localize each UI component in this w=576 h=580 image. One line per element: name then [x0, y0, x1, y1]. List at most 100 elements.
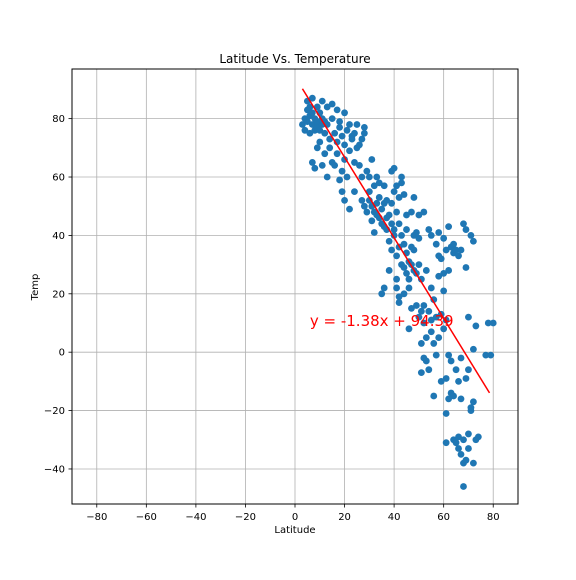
data-point	[346, 206, 353, 213]
data-point	[487, 352, 494, 359]
data-point	[470, 460, 477, 467]
data-point	[341, 142, 348, 149]
data-point	[465, 366, 472, 373]
data-point	[406, 276, 413, 283]
data-point	[443, 410, 450, 417]
data-point	[376, 194, 383, 201]
data-point	[430, 393, 437, 400]
data-point	[393, 276, 400, 283]
data-point	[373, 174, 380, 181]
data-point	[425, 226, 432, 233]
data-point	[341, 109, 348, 116]
data-point	[463, 457, 470, 464]
data-point	[388, 247, 395, 254]
y-tick-label: 60	[52, 173, 65, 184]
data-point	[366, 174, 373, 181]
data-point	[381, 285, 388, 292]
data-point	[443, 375, 450, 382]
data-point	[309, 159, 316, 166]
data-point	[361, 124, 368, 131]
data-point	[336, 124, 343, 131]
data-point	[391, 165, 398, 172]
data-point	[321, 130, 328, 137]
data-point	[351, 188, 358, 195]
data-point	[463, 226, 470, 233]
data-point	[391, 226, 398, 233]
data-point	[378, 206, 385, 213]
data-point	[453, 439, 460, 446]
data-point	[368, 156, 375, 163]
data-point	[393, 285, 400, 292]
y-tick-label: −20	[44, 406, 65, 417]
data-point	[445, 267, 452, 274]
x-tick-label: 0	[292, 512, 298, 523]
data-point	[460, 220, 467, 227]
data-point	[346, 147, 353, 154]
regression-equation-label: y = -1.38x + 94.39	[310, 312, 454, 330]
data-point	[398, 179, 405, 186]
data-point	[425, 366, 432, 373]
data-point	[391, 188, 398, 195]
data-point	[388, 200, 395, 207]
data-point	[398, 232, 405, 239]
data-point	[311, 165, 318, 172]
data-point	[490, 320, 497, 327]
x-tick-label: 40	[388, 512, 401, 523]
data-point	[359, 197, 366, 204]
data-point	[324, 174, 331, 181]
data-point	[418, 340, 425, 347]
data-point	[470, 346, 477, 353]
data-point	[356, 142, 363, 149]
data-point	[401, 241, 408, 248]
x-tick-label: −40	[185, 512, 206, 523]
x-tick-label: −20	[235, 512, 256, 523]
x-tick-label: 20	[338, 512, 351, 523]
data-point	[406, 285, 413, 292]
x-tick-label: −80	[86, 512, 107, 523]
data-point	[329, 115, 336, 122]
data-point	[468, 232, 475, 239]
x-tick-label: 60	[437, 512, 450, 523]
data-point	[398, 174, 405, 181]
data-point	[433, 352, 440, 359]
data-point	[401, 290, 408, 297]
data-point	[334, 150, 341, 157]
data-point	[331, 130, 338, 137]
data-point	[349, 136, 356, 143]
data-point	[460, 483, 467, 490]
data-point	[386, 238, 393, 245]
y-axis-label: Temp	[30, 274, 41, 302]
data-point	[458, 355, 465, 362]
data-point	[388, 220, 395, 227]
data-point	[361, 203, 368, 210]
data-point	[470, 238, 477, 245]
chart-title: Latitude Vs. Temperature	[219, 52, 370, 66]
data-point	[415, 261, 422, 268]
data-point	[440, 287, 447, 294]
data-point	[331, 162, 338, 169]
data-point	[440, 235, 447, 242]
data-point	[346, 121, 353, 128]
data-point	[371, 229, 378, 236]
data-point	[443, 439, 450, 446]
data-point	[433, 241, 440, 248]
data-point	[463, 264, 470, 271]
data-point	[316, 139, 323, 146]
data-point	[326, 144, 333, 151]
data-point	[329, 101, 336, 108]
data-point	[393, 209, 400, 216]
data-point	[359, 174, 366, 181]
data-point	[463, 375, 470, 382]
data-point	[351, 130, 358, 137]
data-point	[435, 334, 442, 341]
data-point	[470, 398, 477, 405]
data-point	[363, 168, 370, 175]
data-point	[453, 366, 460, 373]
data-point	[458, 451, 465, 458]
data-point	[363, 209, 370, 216]
data-point	[319, 162, 326, 169]
data-point	[423, 334, 430, 341]
data-point	[339, 168, 346, 175]
